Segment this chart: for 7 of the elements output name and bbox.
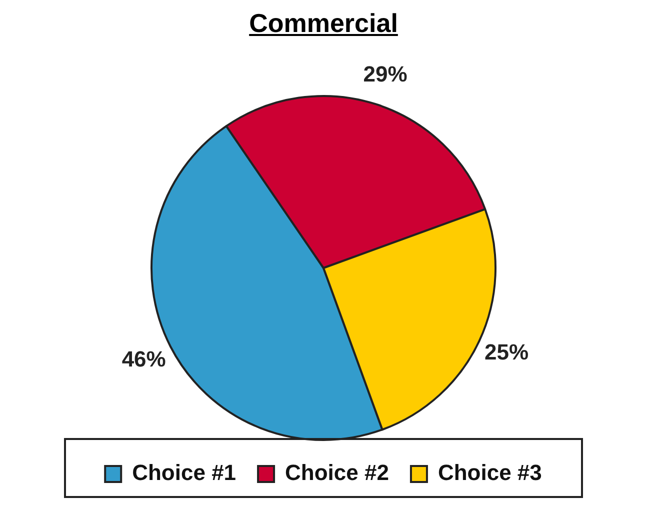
legend-label: Choice #1: [132, 460, 236, 486]
data-label: 46%: [122, 346, 166, 372]
legend-label: Choice #2: [285, 460, 389, 486]
legend-label: Choice #3: [438, 460, 542, 486]
data-label: 25%: [484, 339, 529, 364]
chart-title: Commercial: [249, 8, 398, 38]
data-label: 29%: [363, 62, 408, 87]
